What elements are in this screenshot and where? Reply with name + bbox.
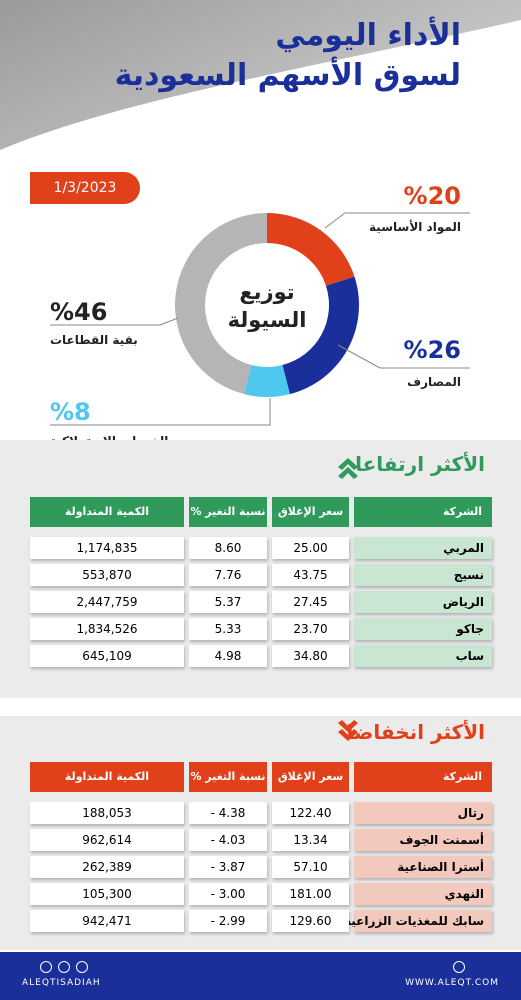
header-cell: نسبة التغير % [189,497,267,527]
handle: ALEQTISADIAH [22,978,101,988]
header-cell: الشركة [354,497,492,527]
value-cell: 262,389 [30,856,184,878]
sector-label: بقية القطاعات [50,333,138,347]
donut-label: توزيع السيولة [207,278,327,334]
company-cell: نسيج [354,564,492,586]
donut [175,213,359,398]
value-cell: 5.37 [189,591,267,613]
section-title: الأكثر انخفاضا [346,720,485,744]
value-cell: 25.00 [272,537,349,559]
pct-label: %20 [403,182,461,210]
pct-label: %26 [403,336,461,364]
value-cell: - 3.00 [189,883,267,905]
header-cell: سعر الإغلاق [272,497,349,527]
value-cell: 57.10 [272,856,349,878]
value-cell: - 2.99 [189,910,267,932]
value-cell: 1,834,526 [30,618,184,640]
value-cell: 129.60 [272,910,349,932]
value-cell: 942,471 [30,910,184,932]
header-cell: نسبة التغير % [189,762,267,792]
header-cell: الشركة [354,762,492,792]
value-cell: 962,614 [30,829,184,851]
value-cell: 105,300 [30,883,184,905]
website: WWW.ALEQT.COM [405,978,499,988]
donut-title: السيولة [227,308,307,332]
value-cell: 645,109 [30,645,184,667]
pct-label: %8 [50,398,91,426]
header-cell: الكمية المتداولة [30,497,184,527]
donut-segment [244,365,290,398]
company-cell: ساب [354,645,492,667]
value-cell: - 3.87 [189,856,267,878]
value-cell: 188,053 [30,802,184,824]
pct-label: %46 [50,298,108,326]
company-cell: النهدي [354,883,492,905]
company-cell: جاكو [354,618,492,640]
sector-label: المصارف [407,375,461,389]
value-cell: - 4.03 [189,829,267,851]
title: الأداء اليومي [275,18,461,53]
value-cell: 181.00 [272,883,349,905]
footer: ALEQTISADIAH WWW.ALEQT.COM [0,952,521,1000]
down-icon [338,720,358,741]
leaders [50,212,470,426]
company-cell: سابك للمغذيات الزراعية [344,910,492,932]
value-cell: - 4.38 [189,802,267,824]
value-cell: 8.60 [189,537,267,559]
company-cell: أسترا الصناعية [354,856,492,878]
date-badge: 1/3/2023 [30,172,140,204]
value-cell: 43.75 [272,564,349,586]
value-cell: 2,447,759 [30,591,184,613]
sector-label: المواد الأساسية [369,220,461,234]
up-icon [338,458,358,479]
header-cell: سعر الإغلاق [272,762,349,792]
header-cell: الكمية المتداولة [30,762,184,792]
company-cell: أسمنت الجوف [354,829,492,851]
donut-segment [175,213,267,395]
value-cell: 27.45 [272,591,349,613]
section-title: الأكثر ارتفاعا [355,452,485,476]
value-cell: 553,870 [30,564,184,586]
value-cell: 23.70 [272,618,349,640]
value-cell: 34.80 [272,645,349,667]
value-cell: 122.40 [272,802,349,824]
company-cell: الرياض [354,591,492,613]
company-cell: رتال [354,802,492,824]
web-icon [453,961,465,973]
value-cell: 1,174,835 [30,537,184,559]
value-cell: 13.34 [272,829,349,851]
donut-segment [282,276,359,395]
company-cell: المربي [354,537,492,559]
value-cell: 7.76 [189,564,267,586]
value-cell: 5.33 [189,618,267,640]
donut-segment [267,213,355,286]
social-icons [40,961,88,973]
title: لسوق الأسهم السعودية [114,58,461,93]
value-cell: 4.98 [189,645,267,667]
donut-title: توزيع [239,280,295,304]
